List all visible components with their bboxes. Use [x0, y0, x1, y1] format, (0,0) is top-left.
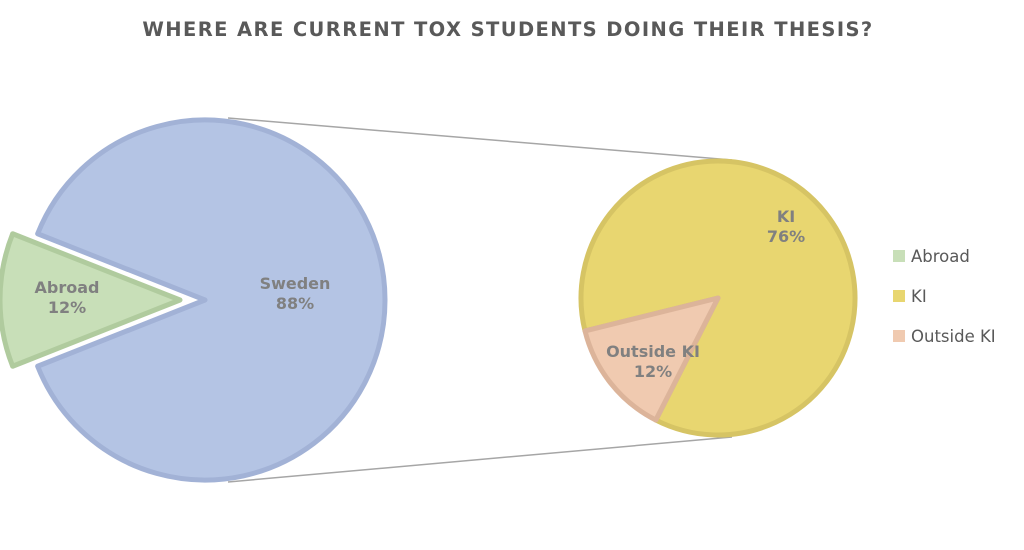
legend: Abroad KI Outside KI — [893, 247, 996, 346]
connector-lines — [227, 117, 733, 483]
data-label-sweden-line: Sweden — [260, 274, 331, 293]
legend-swatch-ki — [893, 290, 905, 302]
data-label-abroad: Abroad 12% — [35, 278, 100, 317]
data-label-ki-line: 76% — [767, 227, 805, 246]
data-label-outside-ki: Outside KI 12% — [606, 342, 700, 381]
data-label-sweden: Sweden 88% — [260, 274, 331, 313]
legend-swatch-outside-ki — [893, 330, 905, 342]
legend-swatch-abroad — [893, 250, 905, 262]
primary-pie — [0, 117, 388, 483]
chart-title: WHERE ARE CURRENT TOX STUDENTS DOING THE… — [142, 18, 873, 41]
data-label-outside-ki-line: Outside KI — [606, 342, 700, 361]
connector-line-bottom — [227, 436, 733, 483]
pie-slice-sweden — [35, 117, 388, 483]
legend-label-outside-ki: Outside KI — [911, 327, 996, 346]
data-label-sweden-line: 88% — [276, 294, 314, 313]
legend-label-abroad: Abroad — [911, 247, 970, 266]
data-label-abroad-line: 12% — [48, 298, 86, 317]
data-label-outside-ki-line: 12% — [634, 362, 672, 381]
pie-slice-abroad — [0, 231, 183, 369]
primary-pie-labels: Sweden 88% Abroad 12% — [35, 274, 331, 317]
legend-label-ki: KI — [911, 287, 927, 306]
pie-slice-outside-ki — [582, 295, 721, 423]
data-label-ki-line: KI — [777, 207, 795, 226]
secondary-pie-labels: KI 76% Outside KI 12% — [606, 207, 805, 381]
connector-line-top — [227, 117, 733, 161]
data-label-abroad-line: Abroad — [35, 278, 100, 297]
secondary-pie — [578, 158, 858, 438]
data-label-ki: KI 76% — [767, 207, 805, 246]
